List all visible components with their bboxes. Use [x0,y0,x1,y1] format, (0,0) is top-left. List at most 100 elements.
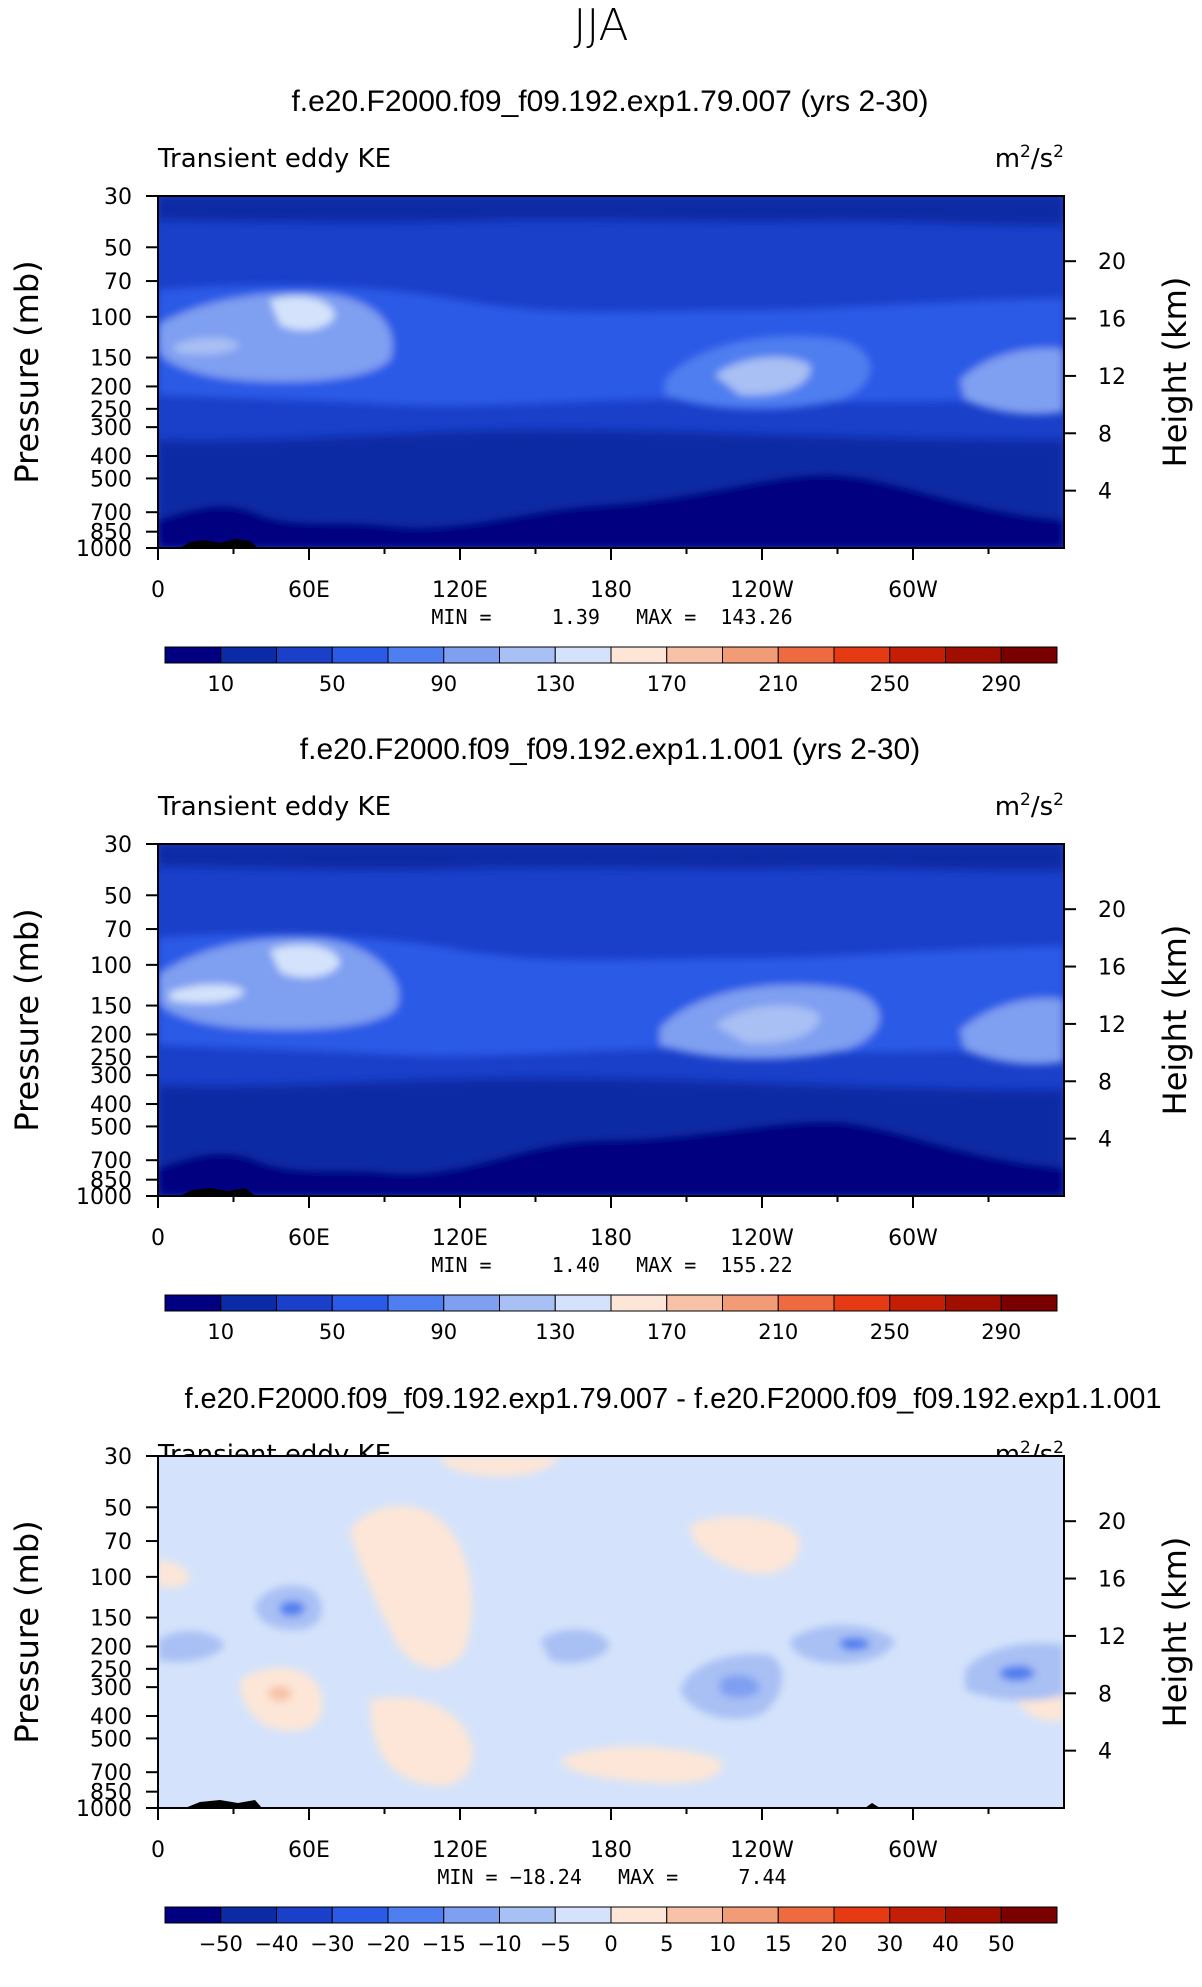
colorbar-box [331,1906,389,1924]
y-tick-label: 400 [90,1705,132,1730]
y-tick-label: 700 [90,1149,132,1174]
colorbar-box [387,1906,445,1924]
colorbar-label: 50 [988,1932,1015,1956]
jet-atlantic [960,998,1064,1065]
colorbar-label: 10 [207,672,234,696]
neg-core-2 [720,1674,760,1698]
neg-core-1 [280,1600,305,1617]
ylabel-left: Pressure (mb) [8,908,46,1131]
colorbar-box [387,1294,445,1312]
y-tick-label: 150 [90,347,132,372]
panel-2: f.e20.F2000.f09_f09.192.exp1.1.001 (yrs … [8,733,1194,1344]
y-tick-label: 500 [90,467,132,492]
height-tick-label: 16 [1098,1568,1126,1593]
y-tick-label: 150 [90,1607,132,1632]
units-label: m2/s2 [995,142,1064,174]
colorbar-box [833,1906,891,1924]
jet-east-inner [175,337,240,355]
topography [180,1188,255,1196]
x-tick-label: 180 [590,1838,632,1863]
colorbar-box [276,646,333,664]
height-tick-label: 16 [1098,308,1126,333]
colorbar-label: 40 [932,1932,959,1956]
colorbar-box [833,646,891,664]
colorbar-box [164,1294,222,1312]
colorbar-label: 30 [876,1932,903,1956]
ylabel-right: Height (km) [1156,1537,1194,1728]
colorbar-label: 10 [207,1320,234,1344]
plot-field [158,196,1064,548]
left-label: Transient eddy KE [157,144,391,174]
x-tick-label: 60W [888,1838,938,1863]
x-tick-label: 120E [432,1838,488,1863]
y-tick-label: 250 [90,1658,132,1683]
colorbar-box [443,1906,500,1924]
y-tick-label: 250 [90,1046,132,1071]
x-tick-label: 120E [432,1226,488,1251]
colorbar-box [220,646,277,664]
pos-core-1 [268,1685,292,1702]
y-tick-label: 100 [90,954,132,979]
colorbar-box [443,646,500,664]
y-tick-label: 400 [90,1093,132,1118]
colorbar-box [331,646,389,664]
colorbar-label: 210 [758,672,798,696]
pos-8 [158,1560,190,1588]
neg-core-3 [840,1637,870,1651]
pos-4 [440,1456,560,1477]
plot-field [158,1456,1064,1808]
y-tick-label: 1000 [76,537,132,562]
height-tick-label: 8 [1098,1682,1112,1707]
y-tick-label: 30 [104,185,132,210]
y-tick-label: 150 [90,995,132,1020]
y-tick-label: 850 [90,1169,132,1194]
y-tick-label: 250 [90,398,132,423]
colorbar-box [610,1906,668,1924]
x-tick-label: 120W [730,578,794,603]
colorbar-box [1000,646,1058,664]
y-tick-label: 100 [90,1566,132,1591]
panel-title: f.e20.F2000.f09_f09.192.exp1.79.007 - f.… [184,1383,1161,1415]
colorbar-box [164,1906,222,1924]
colorbar-label: 290 [981,1320,1021,1344]
colorbar-label: −15 [422,1932,466,1956]
colorbar-box [722,646,779,664]
season-title: JJA [573,0,628,51]
neg-2 [158,1630,225,1662]
colorbar-label: 90 [430,672,457,696]
pos-5 [370,1697,473,1786]
height-tick-label: 8 [1098,1070,1112,1095]
colorbar-label: −40 [254,1932,298,1956]
colorbar-label: 0 [604,1932,617,1956]
colorbar-box [1000,1294,1058,1312]
colorbar-label: 250 [870,1320,910,1344]
y-tick-label: 70 [104,1530,132,1555]
x-tick-label: 180 [590,1226,632,1251]
ylabel-left: Pressure (mb) [8,1520,46,1743]
height-tick-label: 12 [1098,1625,1126,1650]
colorbar-label: −30 [310,1932,354,1956]
panel-title: f.e20.F2000.f09_f09.192.exp1.79.007 (yrs… [291,85,928,118]
y-tick-label: 50 [104,236,132,261]
colorbar-label: 15 [765,1932,792,1956]
colorbar-box [722,1294,779,1312]
colorbar-label: −20 [366,1932,410,1956]
y-tick-label: 300 [90,1064,132,1089]
colorbar: −50 −40 −30 −20 −15 −10 −5 0 5 10 15 20 30 40 50 [164,1906,1058,1956]
height-tick-label: 12 [1098,1013,1126,1038]
stats-line: MIN = 1.39 MAX = 143.26 [431,605,792,629]
colorbar-box [722,1906,779,1924]
colorbar-label: 50 [319,1320,346,1344]
y-tick-label: 850 [90,521,132,546]
top-band [158,844,1064,871]
colorbar-label: 290 [981,672,1021,696]
neg-core-4 [1000,1665,1035,1682]
colorbar-box [554,646,612,664]
pos-1 [350,1506,472,1669]
y-tick-label: 100 [90,306,132,331]
colorbar-label: 170 [647,1320,687,1344]
